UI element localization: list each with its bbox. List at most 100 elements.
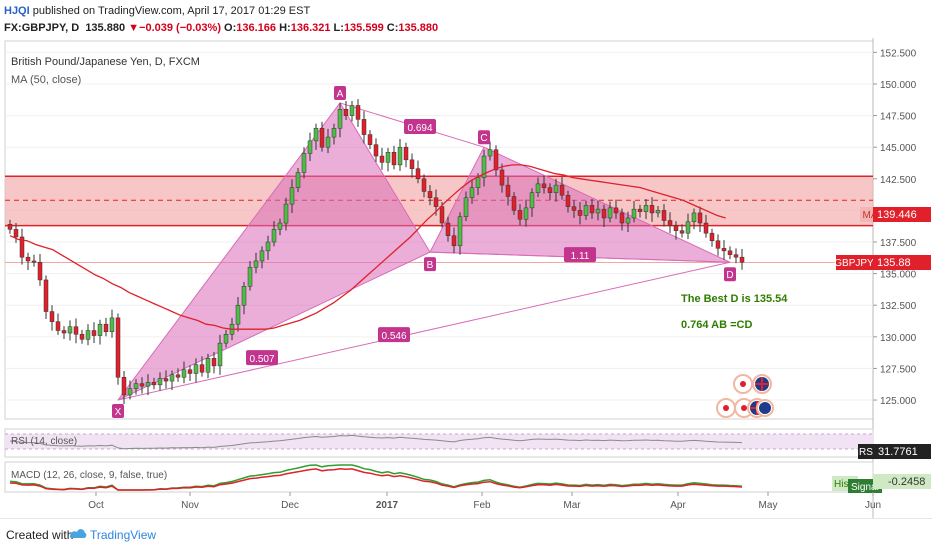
- point-label-c: C: [480, 133, 487, 144]
- candle-body: [91, 330, 97, 336]
- candle-body: [193, 364, 199, 374]
- publish-info: published on TradingView.com, April 17, …: [32, 5, 311, 17]
- candle-body: [109, 317, 115, 333]
- point-label-bg: [112, 404, 124, 419]
- candle-body: [379, 155, 385, 163]
- hist-tag-label: Hist: [834, 479, 851, 490]
- tradingview-logo-icon[interactable]: [68, 525, 88, 543]
- candle-body: [487, 149, 493, 157]
- candle-body: [235, 304, 241, 325]
- x-tick-label: Nov: [181, 500, 199, 511]
- candle-body: [73, 326, 79, 335]
- point-label-a: A: [337, 89, 344, 100]
- candle-body: [31, 260, 37, 263]
- candle-body: [709, 232, 715, 241]
- x-tick-label: Oct: [88, 500, 104, 511]
- candle-body: [199, 364, 205, 373]
- candle-body: [85, 330, 91, 340]
- candle-body: [691, 212, 697, 223]
- publish-line: HJQI published on TradingView.com, April…: [4, 5, 310, 17]
- ratio-label-bg: [378, 327, 410, 343]
- candle-body: [349, 105, 355, 116]
- candle-body: [703, 222, 709, 234]
- author-name[interactable]: HJQI: [4, 5, 30, 17]
- candle-body: [133, 383, 139, 389]
- candle-body: [715, 240, 721, 249]
- candle-body: [397, 146, 403, 166]
- candle-body: [271, 229, 277, 243]
- xd-leg: [117, 261, 731, 401]
- rsi-tag-label: RSI: [859, 447, 876, 458]
- candle-body: [259, 250, 265, 262]
- candle-body: [427, 191, 433, 199]
- candle-body: [103, 323, 109, 333]
- candle-body: [505, 184, 511, 197]
- candle-body: [61, 330, 67, 334]
- y-tick-label: 142.500: [880, 175, 917, 186]
- macd-value-bg: [873, 474, 931, 489]
- y-tick-label: 145.000: [880, 143, 917, 154]
- tradingview-link[interactable]: TradingView: [90, 528, 157, 542]
- close-value: 135.880: [398, 22, 439, 34]
- candle-body: [55, 321, 61, 331]
- x-axis[interactable]: Oct Nov Dec 2017 Feb Mar Apr May Jun: [88, 492, 881, 511]
- candle-body: [721, 248, 727, 252]
- price-change: −0.039 (−0.03%): [139, 22, 221, 34]
- candle-body: [157, 378, 163, 386]
- ma-legend: MA (50, close): [11, 74, 81, 86]
- candle-body: [7, 224, 13, 230]
- candle-body: [631, 208, 637, 219]
- candle-body: [217, 342, 223, 367]
- candle-body: [67, 326, 73, 334]
- high-label: H:: [279, 22, 291, 34]
- candle-body: [277, 222, 283, 230]
- y-tick-label: 150.000: [880, 80, 917, 91]
- candle-body: [163, 378, 169, 382]
- rsi-value: 31.7761: [878, 446, 918, 458]
- price-chart[interactable]: 152.500150.000147.500145.000142.500140.0…: [0, 38, 932, 518]
- x-tick-label: Mar: [563, 500, 581, 511]
- candle-body: [403, 146, 409, 161]
- ma-line: [9, 164, 726, 330]
- candle-body: [415, 168, 421, 180]
- candle-body: [247, 267, 253, 287]
- main-pane[interactable]: [4, 40, 874, 420]
- symbol-legend: British Pound/Japanese Yen, D, FXCM: [11, 56, 200, 68]
- candle-body: [601, 208, 607, 219]
- candle-body: [637, 208, 643, 212]
- quote-line: FX:GBPJPY, D 135.880 ▼−0.039 (−0.03%) O:…: [4, 22, 438, 34]
- news-flag-icons[interactable]: [716, 374, 774, 418]
- candle-body: [25, 256, 31, 262]
- zone-fill: [5, 176, 873, 226]
- candle-body: [499, 169, 505, 186]
- ratio-label: 1.11: [571, 251, 590, 262]
- ratio-label-bg: [564, 247, 596, 263]
- ma-tag-label: MA: [863, 210, 878, 221]
- candle-body: [541, 183, 547, 188]
- rsi-line: [9, 434, 743, 450]
- candle-body: [289, 187, 295, 205]
- rsi-band: [5, 434, 873, 449]
- candle-body: [661, 210, 667, 221]
- ratio-label: 0.546: [381, 331, 406, 342]
- candle-body: [37, 261, 43, 281]
- rsi-tag-bg: [858, 444, 873, 459]
- signal-tag-label: Signal: [851, 482, 879, 493]
- last-price-tag: GBPJPY 135.88: [834, 255, 931, 270]
- candle-body: [445, 222, 451, 236]
- macd-legend: MACD (12, 26, close, 9, false, true): [11, 470, 167, 481]
- candle-body: [19, 236, 25, 258]
- candle-body: [313, 127, 319, 142]
- price-tag-value: 135.88: [877, 257, 911, 269]
- candle-body: [589, 205, 595, 214]
- y-tick-label: 152.500: [880, 48, 917, 59]
- candle-body: [319, 127, 325, 148]
- candle-body: [187, 369, 193, 374]
- last-price: 135.880: [85, 22, 126, 34]
- x-tick-label: 2017: [376, 500, 399, 511]
- candle-body: [307, 140, 313, 154]
- point-label-b: B: [427, 260, 434, 271]
- candle-body: [343, 109, 349, 116]
- candle-body: [43, 279, 49, 312]
- candle-body: [457, 216, 463, 247]
